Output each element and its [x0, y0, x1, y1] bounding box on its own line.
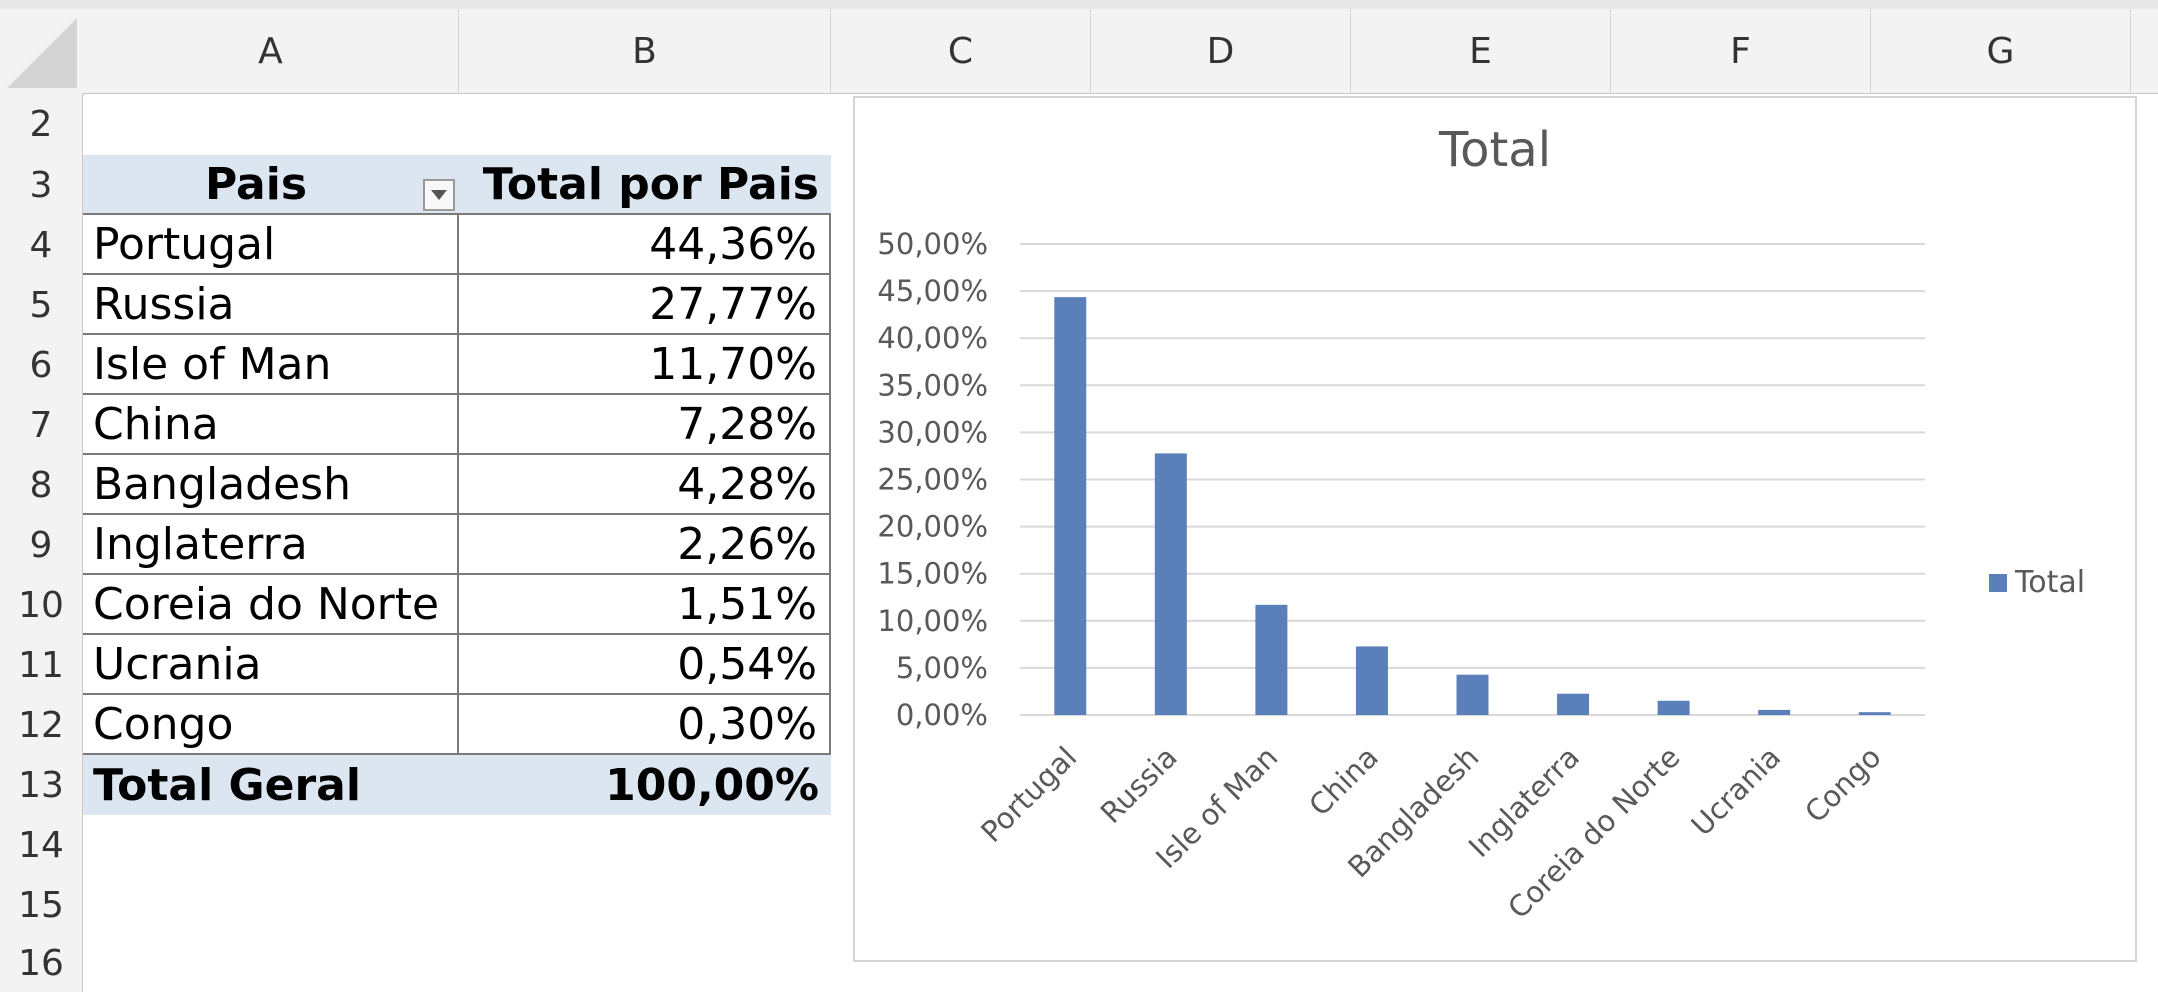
pivot-total-cell[interactable]: 7,28%: [459, 395, 831, 455]
legend-swatch: [1989, 574, 2007, 592]
x-tick-label: Coreia do Norte: [1501, 740, 1686, 925]
bar[interactable]: [1657, 700, 1690, 715]
y-tick-label: 5,00%: [896, 651, 988, 685]
filter-dropdown-button[interactable]: [423, 179, 455, 211]
row-header-11[interactable]: 11: [0, 635, 83, 695]
x-tick-label: Congo: [1798, 740, 1887, 829]
y-tick-label: 15,00%: [877, 557, 988, 591]
column-header-overflow: [2131, 9, 2158, 94]
column-header-b[interactable]: B: [459, 9, 831, 94]
chart-title: Total: [1438, 122, 1551, 178]
legend-label: Total: [2014, 565, 2085, 600]
pivot-country-cell[interactable]: Portugal: [83, 215, 459, 275]
pivot-country-cell[interactable]: China: [83, 395, 459, 455]
pivot-total-cell[interactable]: 27,77%: [459, 275, 831, 335]
pivot-country-cell[interactable]: Congo: [83, 695, 459, 755]
y-tick-label: 0,00%: [896, 698, 988, 732]
row-header-3[interactable]: 3: [0, 155, 83, 215]
chart-canvas: 0,00% 5,00% 10,00% 15,00% 20,00% 25,00% 30,00%…: [877, 122, 2085, 925]
row-header-2[interactable]: 2: [0, 94, 83, 155]
column-header-e[interactable]: E: [1351, 9, 1611, 94]
y-tick-label: 10,00%: [877, 604, 988, 638]
pivot-total-cell[interactable]: 1,51%: [459, 575, 831, 635]
pivot-chart[interactable]: 0,00% 5,00% 10,00% 15,00% 20,00% 25,00% 30,00%…: [853, 96, 2137, 962]
bar[interactable]: [1154, 453, 1187, 715]
pivot-total-cell[interactable]: 0,30%: [459, 695, 831, 755]
pivot-total-cell[interactable]: 44,36%: [459, 215, 831, 275]
row-header-15[interactable]: 15: [0, 875, 83, 935]
column-header-c[interactable]: C: [831, 9, 1091, 94]
row-header-13[interactable]: 13: [0, 755, 83, 815]
bar[interactable]: [1858, 712, 1891, 715]
x-tick-label: Russia: [1094, 740, 1184, 830]
pivot-total-cell[interactable]: 11,70%: [459, 335, 831, 395]
pivot-country-cell[interactable]: Ucrania: [83, 635, 459, 695]
pivot-header-total[interactable]: Total por Pais: [459, 155, 831, 215]
pivot-total-cell[interactable]: 4,28%: [459, 455, 831, 515]
row-header-5[interactable]: 5: [0, 275, 83, 335]
row-header-10[interactable]: 10: [0, 575, 83, 635]
bar[interactable]: [1557, 693, 1590, 715]
row-header-8[interactable]: 8: [0, 455, 83, 515]
column-header-g[interactable]: G: [1871, 9, 2131, 94]
bar[interactable]: [1758, 709, 1791, 715]
row-header-16[interactable]: 16: [0, 935, 83, 992]
select-all-button[interactable]: [0, 9, 84, 95]
pivot-total-cell[interactable]: 2,26%: [459, 515, 831, 575]
y-tick-label: 50,00%: [877, 227, 988, 261]
bar[interactable]: [1355, 646, 1388, 715]
x-tick-label: Portugal: [974, 740, 1083, 849]
pivot-country-cell[interactable]: Inglaterra: [83, 515, 459, 575]
bar[interactable]: [1255, 604, 1288, 715]
x-tick-label: Ucrania: [1685, 740, 1788, 843]
row-header-12[interactable]: 12: [0, 695, 83, 755]
y-tick-label: 30,00%: [877, 415, 988, 449]
row-header-14[interactable]: 14: [0, 815, 83, 875]
column-header-f[interactable]: F: [1611, 9, 1871, 94]
row-header-6[interactable]: 6: [0, 335, 83, 395]
pivot-country-cell[interactable]: Bangladesh: [83, 455, 459, 515]
row-header-7[interactable]: 7: [0, 395, 83, 455]
x-tick-label: China: [1302, 740, 1385, 823]
row-header-4[interactable]: 4: [0, 215, 83, 275]
pivot-total-cell[interactable]: 0,54%: [459, 635, 831, 695]
bar[interactable]: [1054, 297, 1087, 715]
y-tick-label: 35,00%: [877, 368, 988, 402]
column-header-a[interactable]: A: [83, 9, 459, 94]
y-tick-label: 40,00%: [877, 321, 988, 355]
pivot-grand-total-value[interactable]: 100,00%: [459, 755, 831, 815]
pivot-header-country[interactable]: Pais: [83, 155, 459, 215]
bar[interactable]: [1456, 674, 1489, 715]
y-tick-label: 25,00%: [877, 463, 988, 497]
pivot-country-cell[interactable]: Coreia do Norte: [83, 575, 459, 635]
row-header-9[interactable]: 9: [0, 515, 83, 575]
pivot-country-cell[interactable]: Isle of Man: [83, 335, 459, 395]
pivot-country-cell[interactable]: Russia: [83, 275, 459, 335]
pivot-grand-total-label[interactable]: Total Geral: [83, 755, 459, 815]
y-tick-label: 45,00%: [877, 274, 988, 308]
column-header-d[interactable]: D: [1091, 9, 1351, 94]
chevron-down-icon: [431, 190, 447, 200]
y-tick-label: 20,00%: [877, 510, 988, 544]
